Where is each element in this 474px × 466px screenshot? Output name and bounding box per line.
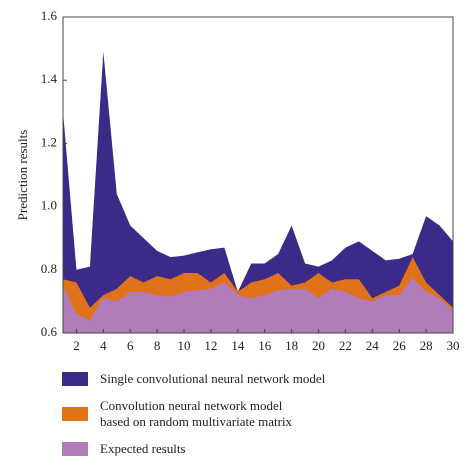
y-tick-label: 1.2 bbox=[41, 134, 57, 149]
y-tick-label: 0.8 bbox=[41, 261, 57, 276]
legend: Single convolutional neural network mode… bbox=[62, 368, 462, 466]
legend-swatch bbox=[62, 372, 88, 386]
x-tick-label: 30 bbox=[447, 338, 460, 353]
y-tick-label: 1.0 bbox=[41, 198, 57, 213]
area bbox=[63, 277, 453, 333]
x-tick-label: 16 bbox=[258, 338, 272, 353]
y-tick-label: 1.4 bbox=[41, 71, 58, 86]
legend-swatch bbox=[62, 407, 88, 421]
x-tick-label: 24 bbox=[366, 338, 380, 353]
y-tick-label: 1.6 bbox=[41, 8, 58, 23]
x-tick-label: 26 bbox=[393, 338, 407, 353]
legend-item: Single convolutional neural network mode… bbox=[62, 368, 462, 390]
legend-label: Single convolutional neural network mode… bbox=[100, 371, 326, 386]
x-tick-label: 6 bbox=[127, 338, 134, 353]
plot-frame bbox=[62, 16, 454, 334]
x-tick-label: 20 bbox=[312, 338, 325, 353]
legend-label: Convolution neural network model based o… bbox=[100, 398, 293, 429]
legend-item: Expected results bbox=[62, 438, 462, 460]
x-tick-label: 4 bbox=[100, 338, 107, 353]
x-tick-label: 28 bbox=[420, 338, 433, 353]
x-tick-label: 10 bbox=[178, 338, 191, 353]
y-tick-label: 0.6 bbox=[41, 324, 58, 339]
x-tick-label: 22 bbox=[339, 338, 352, 353]
area bbox=[63, 51, 453, 333]
x-tick-label: 12 bbox=[204, 338, 217, 353]
x-tick-label: 14 bbox=[231, 338, 245, 353]
legend-item: Convolution neural network model based o… bbox=[62, 398, 462, 430]
legend-label: Expected results bbox=[100, 441, 186, 456]
chart: Prediction results 0.60.81.01.21.41.62 4 6… bbox=[15, 8, 460, 353]
x-tick-label: 18 bbox=[285, 338, 298, 353]
y-axis-label: Prediction results bbox=[15, 130, 30, 221]
x-tick-label: 8 bbox=[154, 338, 161, 353]
legend-swatch bbox=[62, 442, 88, 456]
x-tick-label: 2 bbox=[73, 338, 80, 353]
